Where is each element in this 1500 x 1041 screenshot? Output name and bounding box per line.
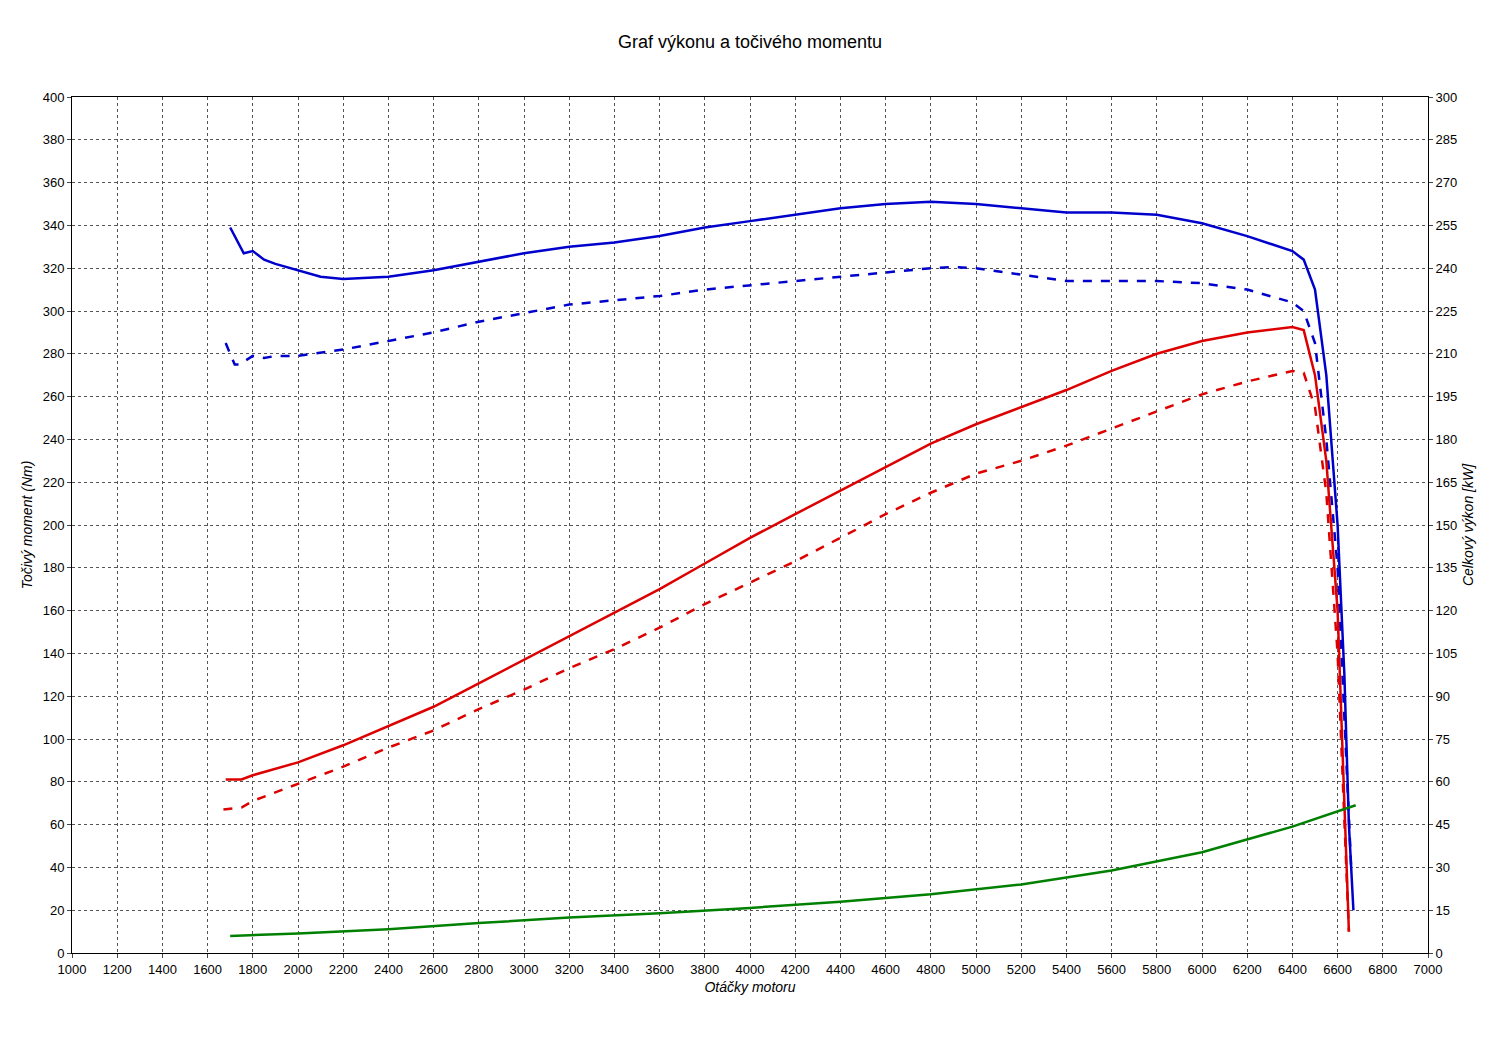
svg-text:4800: 4800: [916, 962, 945, 977]
svg-text:15: 15: [1436, 903, 1450, 918]
svg-text:4000: 4000: [736, 962, 765, 977]
svg-text:20: 20: [50, 903, 64, 918]
svg-text:5200: 5200: [1007, 962, 1036, 977]
svg-text:1000: 1000: [58, 962, 87, 977]
svg-text:80: 80: [50, 774, 64, 789]
svg-text:270: 270: [1436, 175, 1458, 190]
svg-text:75: 75: [1436, 732, 1450, 747]
svg-text:40: 40: [50, 860, 64, 875]
svg-text:2200: 2200: [329, 962, 358, 977]
svg-text:4200: 4200: [781, 962, 810, 977]
svg-text:380: 380: [43, 132, 65, 147]
svg-text:2000: 2000: [284, 962, 313, 977]
svg-text:160: 160: [43, 603, 65, 618]
svg-text:30: 30: [1436, 860, 1450, 875]
svg-text:180: 180: [1436, 432, 1458, 447]
svg-text:195: 195: [1436, 389, 1458, 404]
svg-text:280: 280: [43, 346, 65, 361]
svg-text:1800: 1800: [238, 962, 267, 977]
svg-text:3800: 3800: [690, 962, 719, 977]
svg-text:140: 140: [43, 646, 65, 661]
svg-text:6400: 6400: [1278, 962, 1307, 977]
svg-text:285: 285: [1436, 132, 1458, 147]
svg-text:240: 240: [1436, 261, 1458, 276]
svg-text:0: 0: [1436, 946, 1443, 961]
svg-text:100: 100: [43, 732, 65, 747]
svg-text:220: 220: [43, 475, 65, 490]
svg-text:90: 90: [1436, 689, 1450, 704]
svg-text:4600: 4600: [871, 962, 900, 977]
svg-text:340: 340: [43, 218, 65, 233]
svg-text:2800: 2800: [464, 962, 493, 977]
svg-text:6200: 6200: [1233, 962, 1262, 977]
svg-text:320: 320: [43, 261, 65, 276]
svg-text:60: 60: [1436, 774, 1450, 789]
svg-text:300: 300: [43, 304, 65, 319]
svg-text:Otáčky motoru: Otáčky motoru: [704, 979, 795, 995]
svg-text:2600: 2600: [419, 962, 448, 977]
svg-text:165: 165: [1436, 475, 1458, 490]
svg-text:260: 260: [43, 389, 65, 404]
svg-text:255: 255: [1436, 218, 1458, 233]
svg-text:6600: 6600: [1323, 962, 1352, 977]
svg-text:5600: 5600: [1097, 962, 1126, 977]
svg-text:120: 120: [43, 689, 65, 704]
svg-text:225: 225: [1436, 304, 1458, 319]
svg-text:5400: 5400: [1052, 962, 1081, 977]
svg-text:3400: 3400: [600, 962, 629, 977]
svg-text:6800: 6800: [1368, 962, 1397, 977]
svg-text:1200: 1200: [103, 962, 132, 977]
svg-text:105: 105: [1436, 646, 1458, 661]
svg-text:7000: 7000: [1414, 962, 1443, 977]
svg-text:120: 120: [1436, 603, 1458, 618]
svg-text:300: 300: [1436, 90, 1458, 105]
svg-text:400: 400: [43, 90, 65, 105]
svg-text:4400: 4400: [826, 962, 855, 977]
svg-text:135: 135: [1436, 560, 1458, 575]
svg-text:45: 45: [1436, 817, 1450, 832]
svg-text:Graf výkonu a točivého momentu: Graf výkonu a točivého momentu: [618, 32, 882, 52]
svg-text:3600: 3600: [645, 962, 674, 977]
svg-text:5000: 5000: [962, 962, 991, 977]
svg-text:1400: 1400: [148, 962, 177, 977]
svg-text:2400: 2400: [374, 962, 403, 977]
svg-text:240: 240: [43, 432, 65, 447]
svg-text:360: 360: [43, 175, 65, 190]
svg-text:180: 180: [43, 560, 65, 575]
svg-text:0: 0: [57, 946, 64, 961]
svg-text:6000: 6000: [1188, 962, 1217, 977]
svg-text:200: 200: [43, 518, 65, 533]
svg-text:3000: 3000: [510, 962, 539, 977]
svg-text:1600: 1600: [193, 962, 222, 977]
svg-text:150: 150: [1436, 518, 1458, 533]
svg-text:60: 60: [50, 817, 64, 832]
svg-text:Točivý moment (Nm): Točivý moment (Nm): [19, 461, 35, 590]
svg-text:5800: 5800: [1142, 962, 1171, 977]
svg-text:210: 210: [1436, 346, 1458, 361]
svg-text:3200: 3200: [555, 962, 584, 977]
svg-text:Celkový výkon [kW]: Celkový výkon [kW]: [1460, 463, 1476, 586]
